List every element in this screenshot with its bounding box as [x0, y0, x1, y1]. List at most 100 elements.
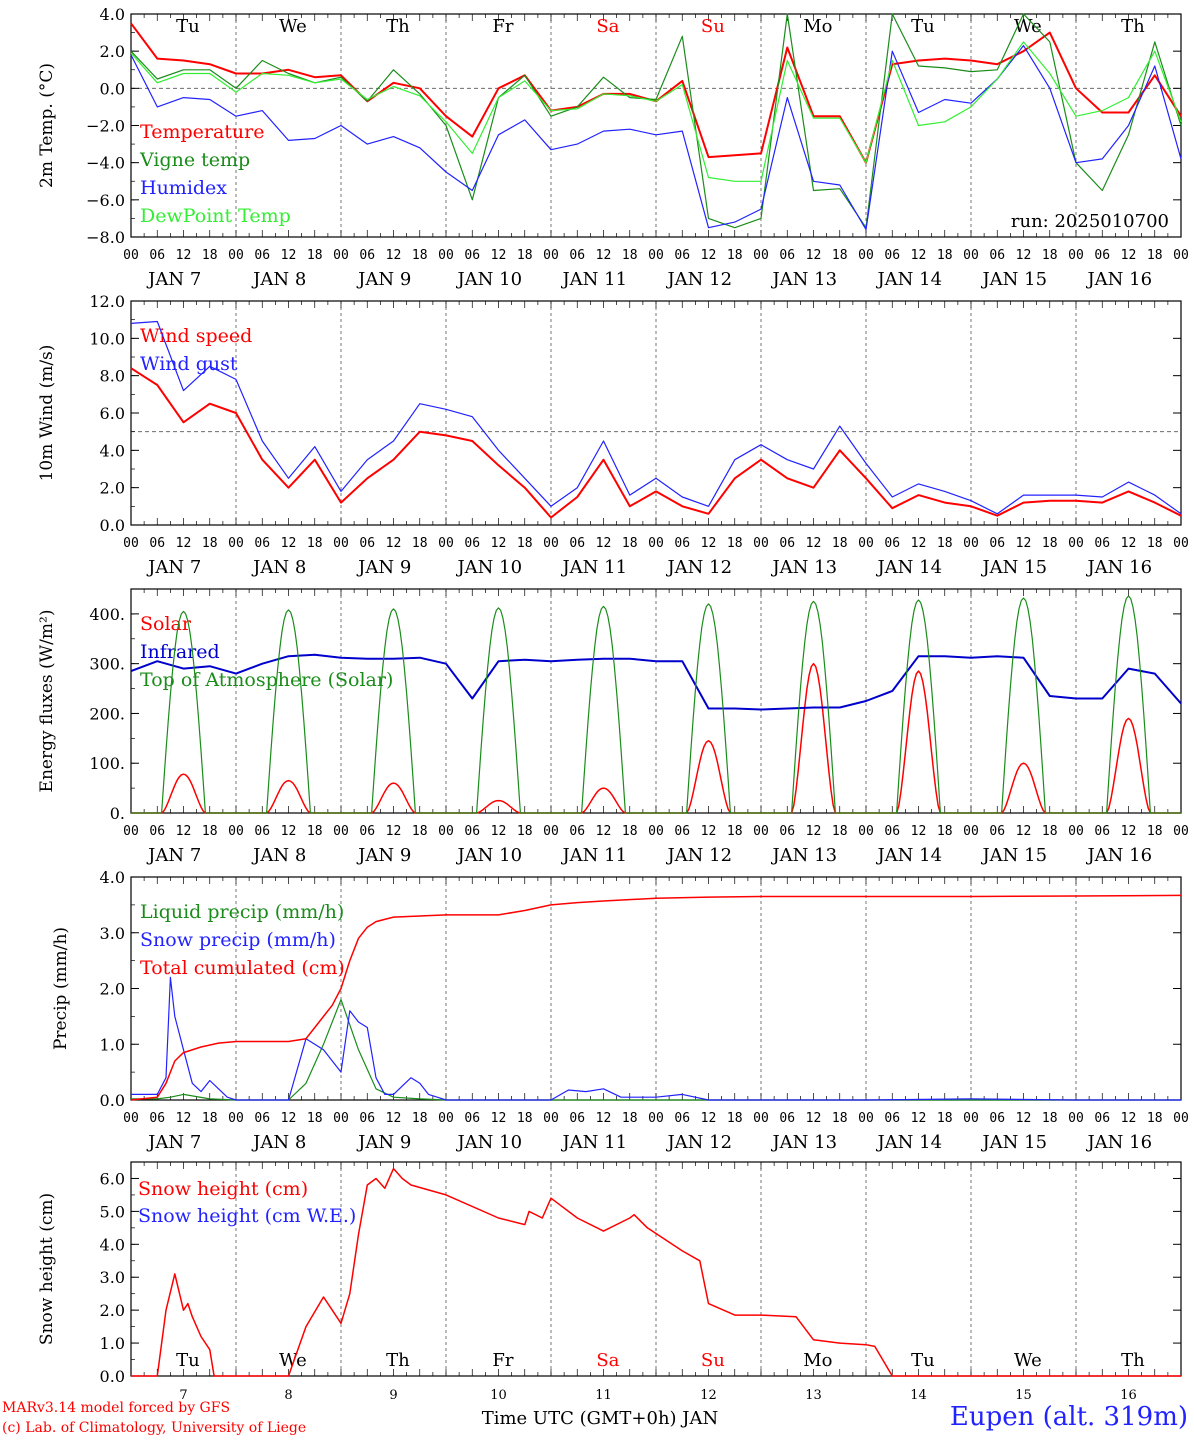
x-day-number: 12 [700, 1388, 717, 1403]
y-tick-label: 10.0 [89, 329, 125, 348]
y-tick-label: 0. [110, 804, 125, 823]
legend-entry: Wind gust [140, 353, 238, 375]
x-day-number: 8 [284, 1388, 292, 1403]
series-line [130, 367, 1182, 519]
x-hour-label: 12 [176, 248, 192, 263]
x-day-label: JAN 7 [146, 269, 201, 290]
y-tick-label: 3.0 [100, 1268, 125, 1287]
x-hour-label: 06 [1094, 1111, 1110, 1126]
x-hour-label: 00 [228, 536, 244, 551]
x-hour-label: 18 [307, 248, 323, 263]
x-hour-label: 18 [412, 824, 428, 839]
x-hour-label: 00 [1173, 248, 1189, 263]
weekday-label: Fr [492, 1350, 513, 1371]
x-hour-label: 12 [911, 248, 927, 263]
y-axis-label: 2m Temp. (°C) [37, 63, 57, 188]
chart-panel-1: 4.0 2.0 0.0 −2.0 −4.0 −6.0 −8.0 2m Temp. (°C) 00… [37, 5, 1189, 290]
x-hour-label: 12 [491, 536, 507, 551]
x-day-label: JAN 8 [251, 269, 306, 290]
x-hour-label: 06 [674, 248, 690, 263]
series-line [131, 999, 1181, 1101]
x-hour-label: 18 [727, 1111, 743, 1126]
y-tick-label: 5.0 [100, 1202, 125, 1221]
x-hour-label: 00 [438, 824, 454, 839]
chart-panel-5: 6.0 5.0 4.0 3.0 2.0 1.0 0.0 Snow height (cm) Tu W… [37, 1161, 1182, 1429]
x-day-label: JAN 15 [980, 269, 1047, 290]
x-hour-label: 12 [281, 248, 297, 263]
x-hour-label: 12 [386, 1111, 402, 1126]
x-hour-label: 06 [989, 536, 1005, 551]
x-hour-label: 12 [1121, 536, 1137, 551]
y-tick-label: 2.0 [100, 1301, 125, 1320]
x-hour-label: 12 [701, 248, 717, 263]
legend-entry: Snow height (cm W.E.) [138, 1205, 356, 1227]
x-hour-label: 06 [1094, 824, 1110, 839]
x-hour-label: 06 [569, 824, 585, 839]
x-hour-label: 06 [359, 536, 375, 551]
legend-entry: Vigne temp [139, 149, 250, 171]
legend-entry: Liquid precip (mm/h) [140, 901, 344, 923]
x-hour-label: 18 [727, 248, 743, 263]
x-day-label: JAN 9 [356, 269, 411, 290]
x-hour-label: 00 [753, 1111, 769, 1126]
y-tick-label: −4.0 [86, 154, 125, 173]
x-hour-label: 06 [779, 1111, 795, 1126]
weekday-label: Th [386, 1350, 410, 1371]
x-hour-label: 06 [254, 1111, 270, 1126]
x-hour-label: 06 [779, 248, 795, 263]
y-tick-label: 6.0 [100, 1169, 125, 1188]
x-hour-label: 18 [202, 824, 218, 839]
x-day-label: JAN 13 [770, 845, 837, 866]
x-day-number: 16 [1120, 1388, 1137, 1403]
x-hour-label: 06 [989, 248, 1005, 263]
weekday-label: Th [1121, 1350, 1145, 1371]
legend-entry: Total cumulated (cm) [140, 957, 345, 979]
x-hour-label: 12 [281, 1111, 297, 1126]
x-hour-label: 12 [701, 536, 717, 551]
legend-entry: Wind speed [140, 325, 252, 347]
chart-panel-4: 4.0 3.0 2.0 1.0 0.0 Precip (mm/h) 00 06 12 18 00 06… [51, 868, 1189, 1153]
x-hour-label: 12 [281, 824, 297, 839]
x-hour-label: 18 [412, 536, 428, 551]
y-tick-label: 4.0 [100, 5, 125, 24]
x-hour-label: 00 [333, 1111, 349, 1126]
x-hour-label: 06 [569, 248, 585, 263]
y-tick-label: 1.0 [100, 1035, 125, 1054]
x-day-label: JAN 7 [146, 557, 201, 578]
x-hour-label: 06 [254, 248, 270, 263]
legend-entry: Humidex [140, 177, 227, 199]
x-hour-label: 06 [569, 1111, 585, 1126]
x-day-label: JAN 10 [455, 269, 522, 290]
x-day-label: JAN 11 [560, 557, 627, 578]
y-axis-label: 10m Wind (m/s) [37, 345, 57, 482]
x-hour-label: 18 [622, 824, 638, 839]
x-hour-label: 18 [202, 1111, 218, 1126]
x-hour-label: 06 [254, 536, 270, 551]
x-hour-label: 18 [202, 248, 218, 263]
x-day-label: JAN 8 [251, 1132, 306, 1153]
x-hour-label: 06 [464, 248, 480, 263]
x-hour-label: 12 [1121, 248, 1137, 263]
weekday-label: Tu [176, 16, 200, 37]
x-day-label: JAN 16 [1085, 269, 1152, 290]
y-tick-label: 8.0 [100, 367, 125, 386]
x-hour-label: 18 [307, 824, 323, 839]
x-day-label: JAN 14 [875, 845, 942, 866]
x-day-label: JAN 8 [251, 845, 306, 866]
y-tick-label: 3.0 [100, 924, 125, 943]
series-line [130, 41, 1182, 182]
x-hour-label: 06 [1094, 536, 1110, 551]
x-axis-label: Time UTC (GMT+0h) JAN [482, 1408, 719, 1429]
x-hour-label: 00 [1068, 248, 1084, 263]
x-hour-label: 06 [779, 536, 795, 551]
legend-entry: DewPoint Temp [140, 205, 291, 227]
x-hour-label: 18 [517, 536, 533, 551]
x-hour-label: 00 [963, 248, 979, 263]
x-day-number: 13 [805, 1388, 822, 1403]
x-day-label: JAN 15 [980, 845, 1047, 866]
x-hour-label: 12 [386, 248, 402, 263]
x-hour-label: 12 [806, 1111, 822, 1126]
x-day-label: JAN 12 [665, 557, 732, 578]
x-hour-label: 18 [622, 248, 638, 263]
